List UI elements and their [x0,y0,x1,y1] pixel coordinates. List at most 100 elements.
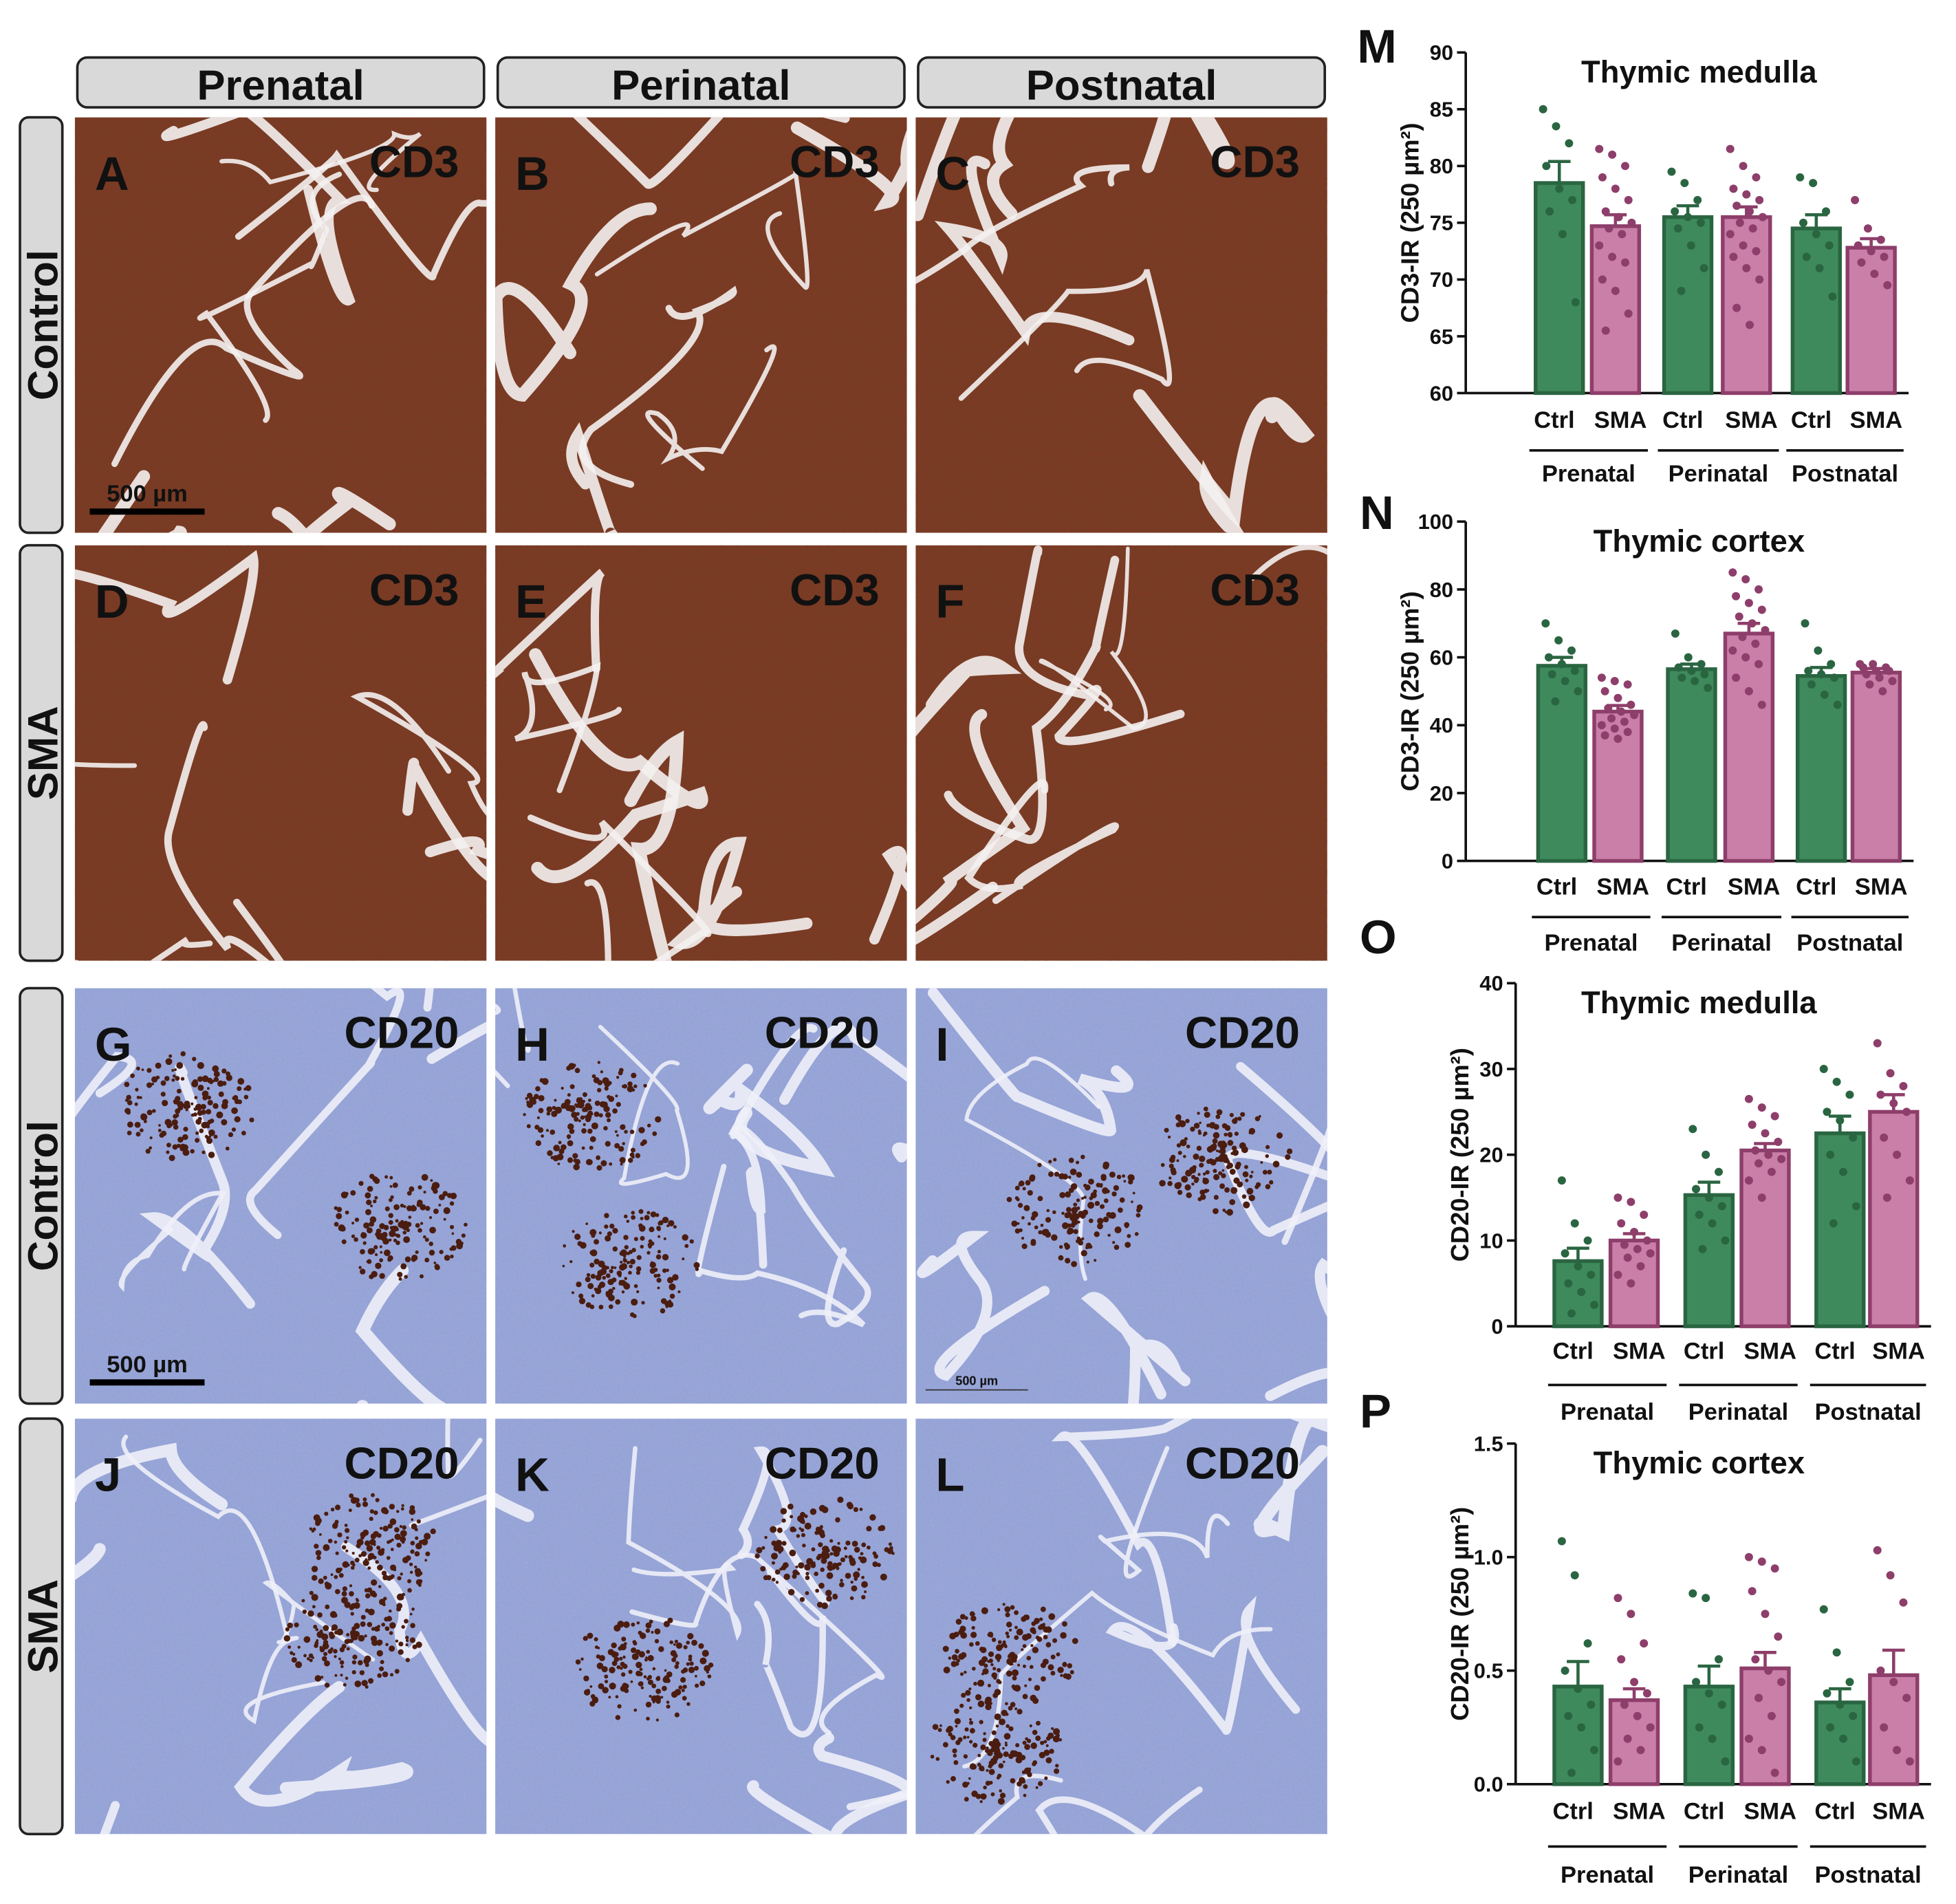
b-cell [607,1081,612,1085]
b-cell [942,1742,948,1748]
b-cell [335,1589,340,1594]
row-label-box [19,1417,64,1836]
b-cell [804,1514,808,1518]
b-cell [374,1196,378,1200]
b-cell [1061,1211,1065,1215]
data-point [1600,731,1609,740]
b-cell [574,1116,579,1122]
b-cell [439,1194,445,1200]
b-cell [1004,1743,1008,1747]
b-cell [449,1201,455,1206]
b-cell [839,1582,845,1588]
b-cell [1029,1724,1032,1728]
group-label: Perinatal [1688,1862,1789,1888]
b-cell [635,1270,641,1275]
b-cell [620,1162,623,1166]
b-cell [605,1140,611,1147]
b-cell [221,1081,227,1086]
septum [1098,1446,1230,1579]
b-cell [866,1526,872,1532]
b-cell [338,1572,344,1578]
b-cell [1004,1741,1008,1744]
data-point [1746,207,1754,216]
b-cell [1056,1652,1061,1657]
b-cell [997,1640,1002,1645]
data-point [1688,1589,1697,1598]
b-cell [384,1175,389,1179]
y-tick-label: 60 [1430,645,1453,669]
b-cell [1010,1605,1015,1610]
stain-label: CD20 [765,1008,880,1058]
panel-letter: D [95,575,129,628]
b-cell [966,1735,970,1739]
data-point [1828,292,1837,301]
b-cell [991,1730,997,1735]
b-cell [191,1102,194,1105]
data-point [1755,195,1764,204]
b-cell [1014,1228,1021,1234]
data-point [1570,1219,1579,1228]
b-cell [999,1793,1006,1799]
data-point [1570,1571,1579,1580]
b-cell [1239,1142,1246,1149]
b-cell [821,1557,827,1564]
b-cell [358,1554,362,1558]
column-header: Postnatal [1026,62,1217,109]
b-cell [1005,1612,1010,1618]
b-cell [1102,1187,1109,1194]
b-cell [342,1561,349,1568]
x-tick-label: SMA [1725,407,1778,433]
data-point [1674,663,1683,672]
b-cell [805,1572,809,1576]
b-cell [1097,1218,1104,1224]
x-tick-label: Ctrl [1796,874,1836,900]
b-cell [340,1226,346,1232]
b-cell [319,1645,323,1649]
b-cell [979,1720,984,1724]
b-cell [1055,1764,1059,1768]
data-point [1876,1666,1885,1675]
b-cell [194,1096,198,1100]
b-cell [644,1215,650,1221]
b-cell [1248,1127,1256,1135]
b-cell [1204,1112,1210,1118]
b-cell [1269,1180,1274,1185]
data-point [1767,1167,1776,1176]
b-cell [657,1286,660,1290]
data-point [1839,1167,1848,1176]
data-point [1826,1150,1835,1159]
b-cell [576,1281,582,1288]
b-cell [175,1076,180,1081]
b-cell [1217,1140,1225,1148]
b-cell [1022,1664,1026,1668]
data-point [1884,667,1893,675]
data-point [1735,218,1744,227]
b-cell [787,1588,795,1596]
b-cell [612,1228,618,1234]
b-cell [562,1264,565,1268]
b-cell [400,1263,407,1270]
b-cell [175,1108,181,1114]
b-cell [360,1535,365,1540]
data-point [1815,263,1824,272]
data-point [1902,1694,1911,1702]
b-cell [624,1688,629,1694]
b-cell [1052,1638,1058,1643]
data-point [1708,1734,1717,1743]
b-cell [124,1099,129,1102]
b-cell [346,1647,350,1651]
b-cell [166,1143,171,1148]
b-cell [356,1502,361,1508]
b-cell [376,1649,383,1657]
b-cell [334,1206,338,1211]
b-cell [1197,1173,1201,1176]
b-cell [603,1105,610,1112]
b-cell [950,1775,956,1782]
y-tick-label: 75 [1430,211,1453,235]
b-cell [213,1134,218,1139]
b-cell [631,1072,637,1079]
b-cell [360,1232,367,1239]
b-cell [1159,1180,1166,1187]
b-cell [1011,1684,1016,1689]
b-cell [372,1176,378,1182]
